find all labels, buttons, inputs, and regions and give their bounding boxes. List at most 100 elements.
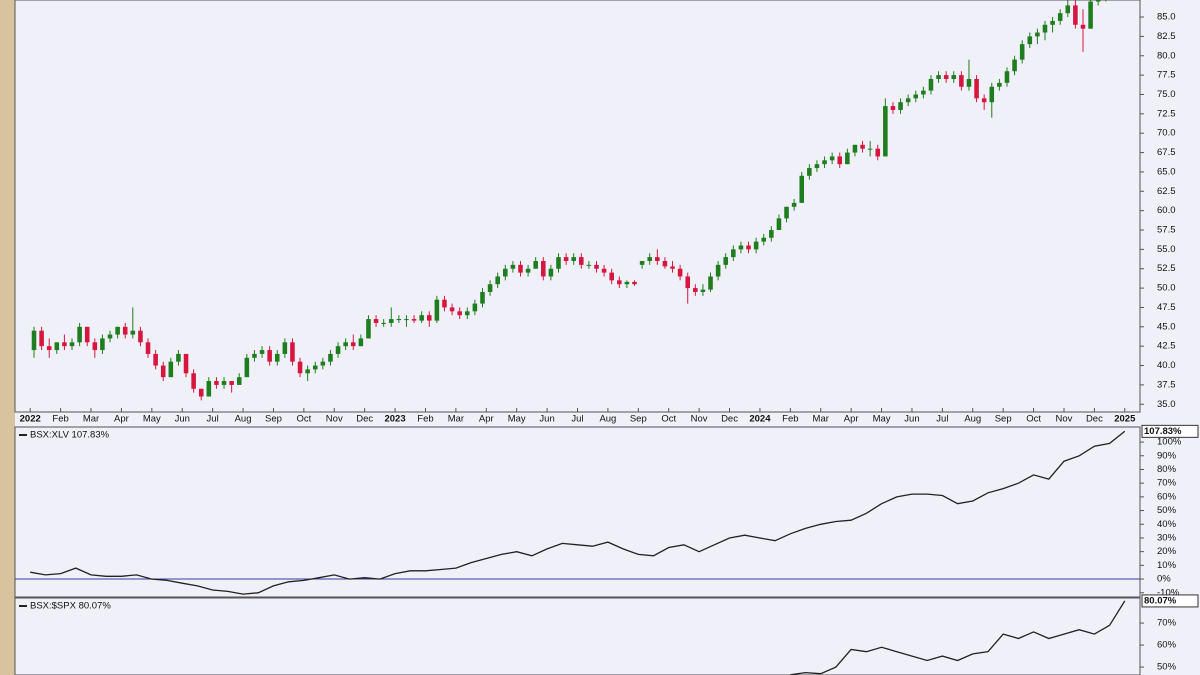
candle-body [267,350,272,362]
candle-body [632,281,637,285]
y-tick-label: 40.0 [1157,360,1176,371]
y-tick-label: 42.5 [1157,341,1176,352]
candle-body [1057,13,1063,21]
x-tick-label: Feb [417,414,433,425]
candle-body [312,365,318,370]
candle-body [130,330,136,335]
candle-body [685,276,690,289]
candle-body [198,388,204,397]
candle-body [236,377,242,385]
candle-body [84,326,90,343]
x-tick-label: Mar [448,414,464,425]
candle-body [434,299,440,321]
candle-body [244,357,250,378]
x-tick-label: Sep [630,414,647,425]
y-tick-label: 62.5 [1157,186,1176,197]
candle-body [548,268,554,277]
candle-body [943,75,949,79]
candle-body [358,338,364,347]
candle-body [1019,44,1025,60]
candle-body [305,369,310,374]
candle-body [449,307,455,312]
candle-body [290,342,295,362]
x-tick-label: Feb [52,414,68,425]
candle-body [69,342,75,347]
candle-body [100,338,105,351]
candle-body [807,168,812,176]
x-tick-label: Nov [691,414,708,425]
candle-body [571,257,576,261]
candle-body [647,257,652,261]
candle-body [138,330,143,343]
y-tick-label: 60% [1157,491,1177,502]
candle-body [153,353,158,366]
candle-body [852,144,858,153]
line [30,430,1126,595]
x-tick-label: May [873,414,891,425]
candle-body [525,268,531,273]
candle-body [297,361,303,374]
candle-body [145,342,151,354]
candle-body [1042,24,1048,33]
x-tick-label: Jun [904,414,919,425]
candle-body [259,350,265,354]
x-tick-label: Mar [813,414,829,425]
y-tick-label: -10% [1157,587,1180,598]
y-tick-label: 35.0 [1157,399,1176,410]
candle-body [381,322,386,324]
x-tick-label: Apr [844,414,859,425]
x-tick-label: 2023 [384,414,405,425]
candle-body [122,326,128,335]
candle-body [829,156,835,161]
candle-body [609,272,614,281]
candle-body [936,75,941,79]
panel [14,597,1141,675]
candle-body [343,342,348,347]
y-tick-label: 67.5 [1157,147,1176,158]
candle-body [221,381,227,385]
y-tick-label: 47.5 [1157,302,1176,313]
candle-body [54,342,60,351]
x-tick-label: Jul [571,414,583,425]
y-tick-label: 82.5 [1157,31,1176,42]
y-tick-label: 80.0 [1157,50,1176,61]
candle-body [1080,24,1086,29]
candle-body [480,291,485,304]
y-tick-label: 100% [1157,437,1182,448]
last-value-box [1141,594,1199,608]
candle-body [465,311,470,316]
candle-body [738,245,744,250]
candle-body [784,206,789,219]
candle-body [921,90,926,95]
candle-body [556,257,561,269]
x-tick-label: Jun [175,414,190,425]
candle-body [274,353,280,362]
last-value: 107.83% [1144,426,1182,437]
x-tick-label: Nov [1056,414,1073,425]
y-tick-label: 90% [1157,450,1177,461]
candle-body [746,245,751,250]
candle-body [1035,32,1040,37]
candle-body [252,353,257,358]
candle-body [981,98,987,103]
candle-body [837,156,843,165]
y-tick-label: 37.5 [1157,379,1176,390]
candle-body [541,260,546,277]
candle-body [670,266,675,269]
x-tick-label: 2024 [749,414,771,425]
y-tick-label: 70% [1157,478,1177,489]
candle-body [799,175,805,203]
x-tick-label: Dec [1086,414,1103,425]
candle-body [928,78,934,91]
candle-body [487,284,493,292]
x-tick-label: Aug [235,414,252,425]
x-tick-label: Oct [661,414,676,425]
y-tick-label: 77.5 [1157,70,1176,81]
y-tick-label: 80% [1157,464,1177,475]
candle-body [31,330,37,351]
candle-body [214,381,219,385]
y-tick-label: 45.0 [1157,321,1176,332]
candle-body [1088,1,1093,29]
candle-body [791,202,797,207]
